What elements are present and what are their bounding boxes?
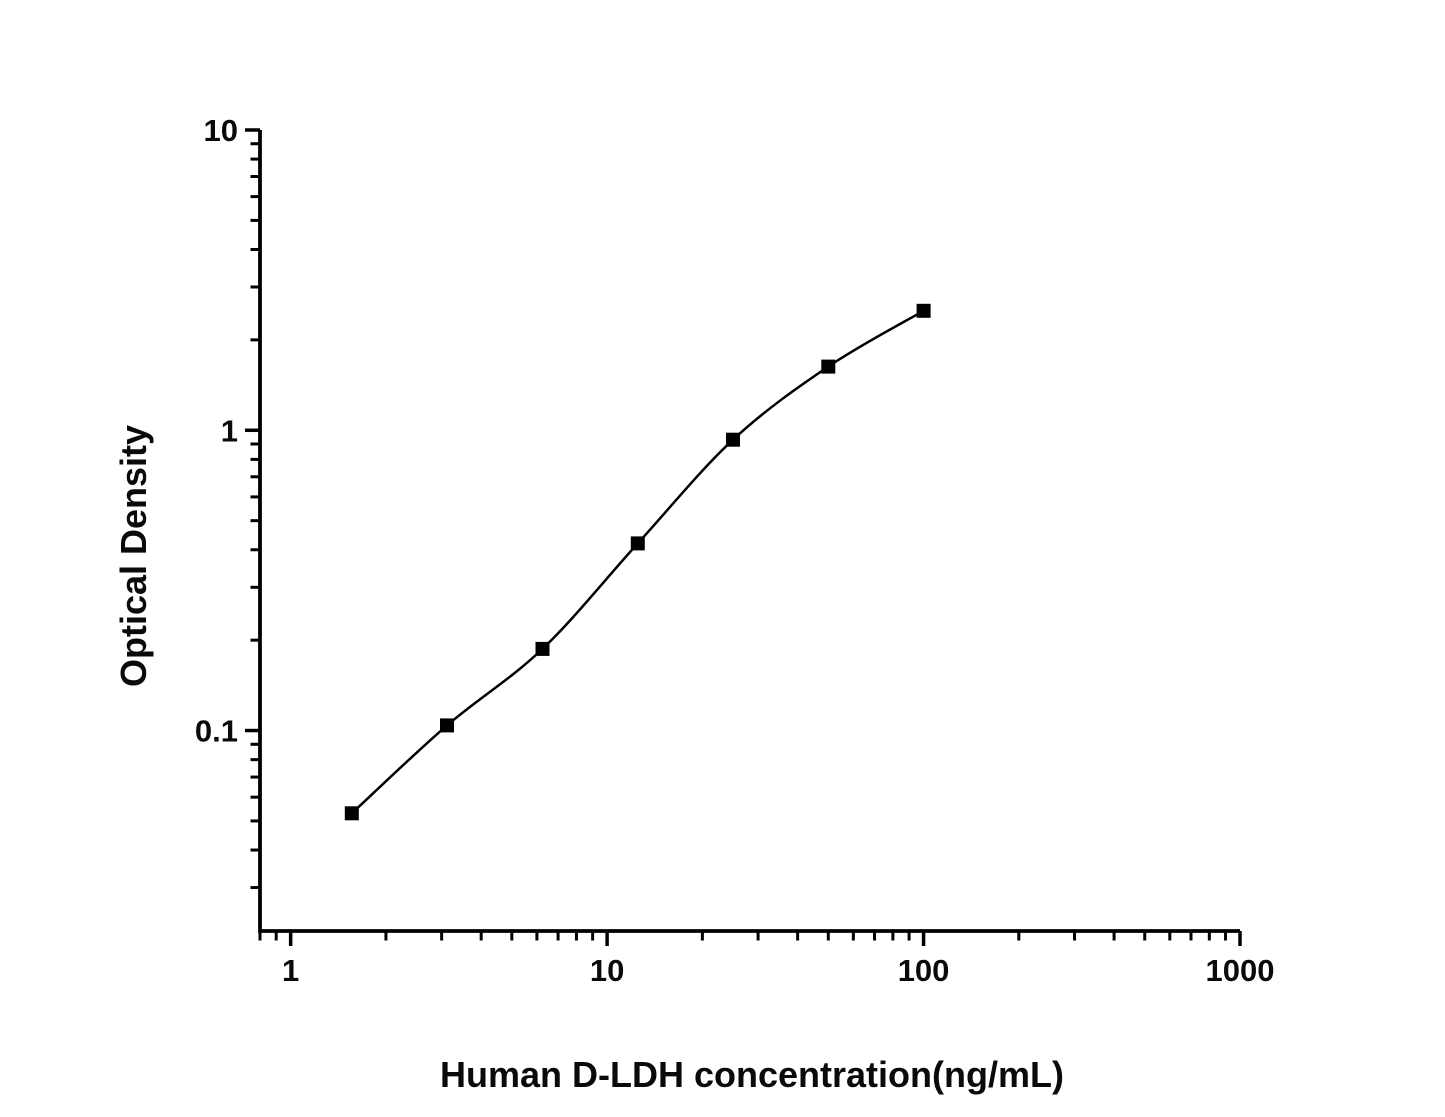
standard-curve-line xyxy=(350,309,925,815)
data-point-marker xyxy=(821,359,836,374)
y-tick-label: 10 xyxy=(204,113,238,148)
data-point-marker xyxy=(344,806,359,821)
data-point-marker xyxy=(916,303,931,318)
tick-labels: 1 10 100 1000 0.1 1 10 xyxy=(195,113,1275,988)
x-tick-label: 1 xyxy=(282,953,299,988)
data-point-marker xyxy=(726,432,740,447)
y-tick-label: 0.1 xyxy=(195,714,238,749)
y-tick-label: 1 xyxy=(221,413,238,448)
data-point-marker xyxy=(440,718,454,733)
y-axis-title: Optical Density xyxy=(113,425,154,687)
data-point-marker xyxy=(630,536,645,551)
x-tick-label: 1000 xyxy=(1206,953,1275,988)
data-series xyxy=(344,303,931,821)
data-point-marker xyxy=(535,641,550,656)
x-axis-title: Human D-LDH concentration(ng/mL) xyxy=(440,1054,1064,1095)
axis-spines xyxy=(258,130,1240,933)
axes xyxy=(258,130,1240,933)
x-tick-label: 10 xyxy=(590,953,624,988)
x-tick-label: 100 xyxy=(898,953,950,988)
axis-ticks xyxy=(245,128,1242,946)
